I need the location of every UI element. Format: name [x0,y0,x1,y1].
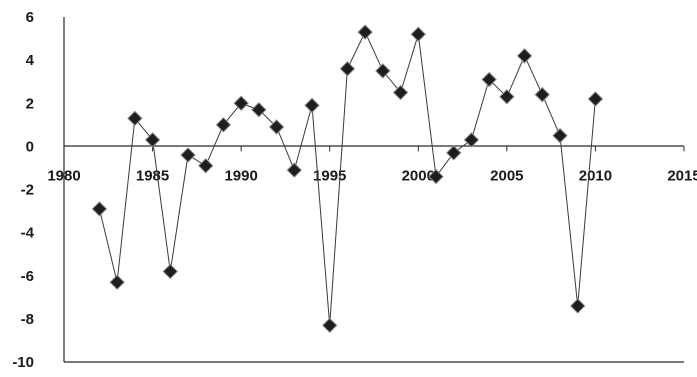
data-point-marker [268,119,285,135]
data-point-marker [392,84,409,101]
data-point-marker [144,132,161,148]
data-point-marker [499,89,515,105]
data-point-marker [481,71,497,88]
y-tick-label: 0 [26,138,34,155]
x-tick-label: 2010 [579,167,612,184]
data-point-marker [587,91,604,107]
data-point-marker [322,317,338,334]
x-tick-label: 1980 [47,167,80,184]
y-tick-label: 4 [26,52,35,69]
series-markers [91,24,604,334]
data-point-marker [410,26,426,42]
x-tick-label: 2000 [402,167,435,184]
data-point-marker [304,97,320,114]
y-tick-label: -6 [21,268,34,285]
data-point-marker [463,132,480,148]
y-tick-label: -8 [21,311,34,328]
x-tick-label: 2005 [490,167,523,184]
y-tick-label: 6 [26,9,34,26]
data-point-marker [446,145,462,161]
data-point-marker [109,274,125,290]
x-tick-labels: 1980 1985 1990 1995 2000 2005 2010 2015 [47,146,697,184]
data-point-marker [375,63,391,79]
x-tick-label: 1990 [224,167,257,184]
y-tick-label: -2 [21,182,34,199]
data-point-marker [215,117,232,133]
data-point-marker [516,48,533,64]
x-tick-label: 1985 [136,167,169,184]
x-tick-label: 1995 [313,167,346,184]
y-tick-label: -4 [21,225,35,242]
data-point-marker [534,86,550,103]
data-point-marker [127,110,143,127]
data-point-marker [91,201,108,217]
data-point-marker [339,61,356,77]
data-point-marker [251,102,267,118]
x-tick-label: 2015 [667,167,697,184]
y-tick-label: -10 [12,354,34,371]
y-tick-labels: 6 4 2 0 -2 -4 -6 -8 -10 [12,9,34,371]
data-point-marker [552,127,568,144]
data-point-marker [162,263,178,280]
data-point-marker [180,147,196,163]
data-point-marker [198,158,214,174]
data-point-marker [357,24,373,40]
data-point-marker [233,95,249,111]
y-tick-label: 2 [26,95,34,112]
data-point-marker [428,168,444,185]
data-point-marker [570,298,586,314]
data-point-marker [286,162,302,178]
